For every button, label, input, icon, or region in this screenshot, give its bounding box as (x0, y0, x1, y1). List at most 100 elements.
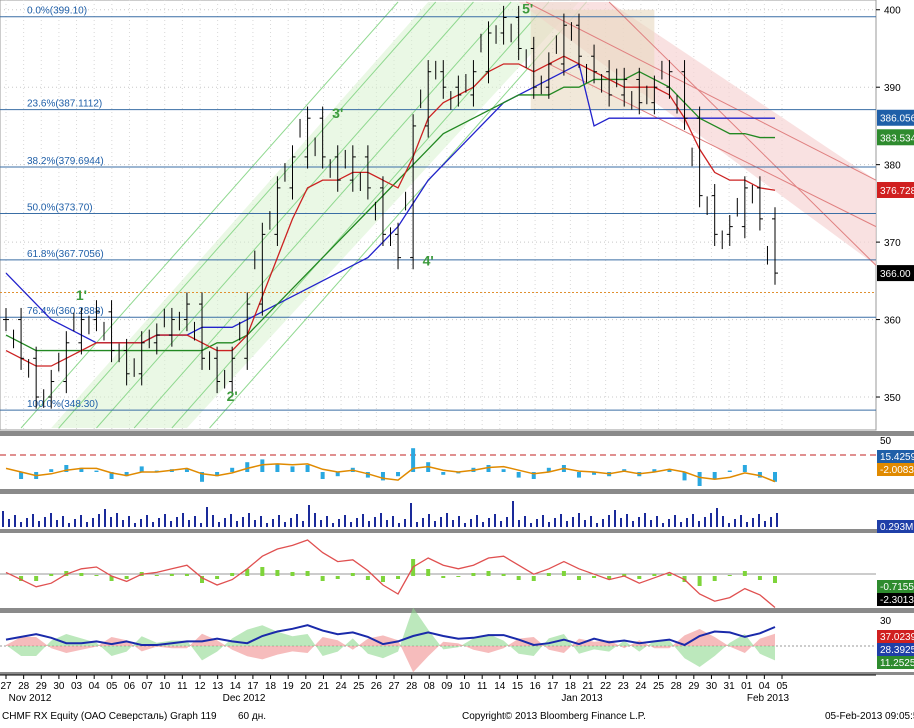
x-tick-label: 11 (177, 681, 188, 692)
volume-bar (452, 520, 454, 527)
month-label: Feb 2013 (747, 693, 790, 704)
month-label: Nov 2012 (9, 693, 52, 704)
volume-bar (776, 513, 778, 527)
channel-line (20, 1, 399, 429)
volume-bar (614, 510, 616, 527)
timestamp-label: 05-Feb-2013 09:05:50 (825, 711, 914, 722)
indicator-bar (456, 576, 461, 577)
indicator-bar (546, 573, 551, 576)
volume-bar (608, 515, 610, 527)
volume-bar (254, 520, 256, 527)
volume-bar (422, 518, 424, 527)
volume-bar (548, 522, 550, 527)
x-tick-label: 26 (371, 681, 383, 692)
indicator-bar (607, 576, 612, 579)
x-tick-label: 25 (653, 681, 665, 692)
x-tick-label: 17 (247, 681, 259, 692)
volume-bar (674, 515, 676, 527)
volume-bar (38, 521, 40, 527)
volume-bar (32, 514, 34, 527)
indicator-bar (290, 466, 295, 472)
volume-bar (284, 522, 286, 527)
fibonacci-levels: 0.0%(399.10) 23.6%(387.1112) 38.2%(379.694… (0, 6, 876, 411)
month-label: Jan 2013 (561, 693, 603, 704)
indicator-bar (516, 576, 521, 580)
volume-bar (272, 519, 274, 527)
fib-label: 50.0%(373.70) (27, 202, 93, 213)
volume-bar (326, 516, 328, 527)
indicator-bar (727, 470, 732, 472)
volume-panel: 0.293M (2, 501, 914, 533)
x-tick-label: 16 (530, 681, 542, 692)
volume-bar (260, 516, 262, 527)
indicator-bar (154, 575, 159, 576)
volume-bar (470, 519, 472, 527)
x-tick-label: 23 (618, 681, 630, 692)
indicator-bar (380, 576, 385, 582)
volume-bar (476, 515, 478, 527)
panel-tag-box (877, 520, 914, 533)
period-label: 60 дн. (238, 711, 266, 722)
wave-labels: 1' 2' 3' 4' 5' (76, 1, 533, 404)
month-label: Dec 2012 (223, 693, 266, 704)
volume-bar (68, 523, 70, 527)
x-tick-label: 07 (142, 681, 154, 692)
volume-bar (380, 513, 382, 527)
volume-bar (206, 507, 208, 527)
panel-tag-label: 11.2525 (880, 658, 914, 669)
volume-bar (368, 521, 370, 527)
indicator-bar (79, 573, 84, 576)
volume-bar (278, 515, 280, 527)
fib-label: 76.4%(360.2888) (27, 306, 104, 317)
indicator-bar (215, 576, 220, 579)
volume-bar (290, 518, 292, 527)
indicator-bar (109, 576, 114, 581)
indicator-bar (667, 574, 672, 576)
volume-bar (752, 518, 754, 527)
indicator-bar (305, 571, 310, 576)
indicator-bar (757, 576, 762, 580)
volume-bar (632, 521, 634, 527)
volume-bar (338, 519, 340, 527)
volume-bar (164, 514, 166, 527)
volume-bar (740, 515, 742, 527)
volume-bar (242, 517, 244, 527)
indicator-bar (727, 575, 732, 576)
indicator-bar (169, 574, 174, 576)
price-tag-box (877, 109, 914, 126)
volume-bar (734, 519, 736, 527)
x-tick-label: 27 (388, 681, 400, 692)
indicator-bar (697, 472, 702, 486)
price-bars (3, 5, 778, 409)
volume-bar (170, 521, 172, 527)
volume-bar (590, 516, 592, 527)
volume-bar (602, 519, 604, 527)
panel-tag-label: 28.3925 (880, 645, 914, 656)
volume-bar (200, 523, 202, 527)
x-tick-label: 10 (159, 681, 171, 692)
volume-bar (302, 521, 304, 527)
x-tick-label: 04 (89, 681, 101, 692)
x-tick-label: 06 (124, 681, 136, 692)
axis-tick-label: 400 (884, 6, 901, 17)
volume-bar (86, 522, 88, 527)
volume-bar (374, 517, 376, 527)
volume-bar (698, 521, 700, 527)
volume-bar (680, 522, 682, 527)
indicator-bar (124, 576, 129, 579)
volume-bar (626, 514, 628, 527)
volume-bar (80, 515, 82, 527)
price-tag-label: 383.534 (880, 133, 914, 144)
wave-label: 1' (76, 287, 87, 303)
price-tags: 386.056 383.534 376.728 366.00 (877, 109, 914, 282)
volume-bar (122, 520, 124, 527)
ma-line (5, 70, 775, 352)
price-tag-box (877, 181, 914, 198)
volume-bar (482, 522, 484, 527)
volume-bar (20, 522, 22, 527)
x-tick-label: 01 (741, 681, 753, 692)
indicator-bar (94, 575, 99, 576)
instrument-label: CHMF RX Equity (ОАО Северсталь) Graph 11… (2, 711, 217, 722)
volume-bar (404, 519, 406, 527)
